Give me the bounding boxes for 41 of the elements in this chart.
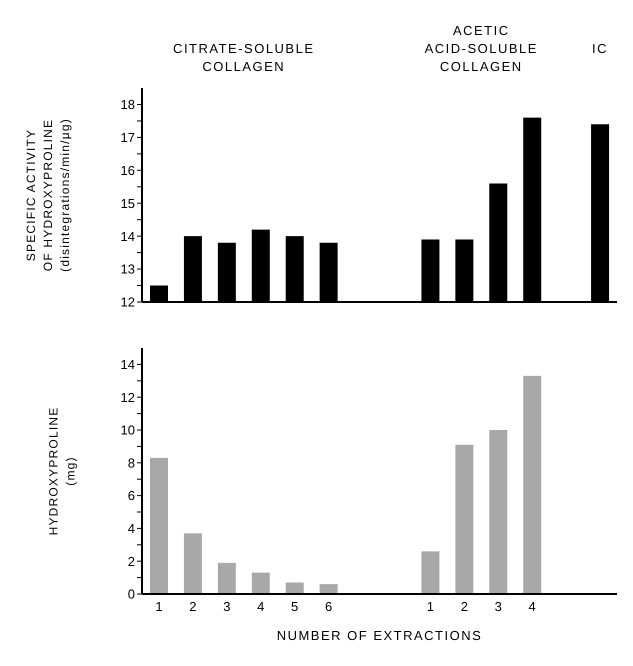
bar <box>218 562 236 594</box>
bar <box>523 376 542 594</box>
text: CITRATE-SOLUBLE COLLAGEN <box>173 40 315 76</box>
y-tick-label: 6 <box>128 488 135 504</box>
x-tick-label: 4 <box>257 599 264 614</box>
x-tick-label: 3 <box>494 599 502 614</box>
y-tick-label: 14 <box>120 228 135 244</box>
y-tick-label: 10 <box>120 422 135 438</box>
text: ACETIC ACID-SOLUBLE COLLAGEN <box>424 22 538 76</box>
x-tick-label: 2 <box>460 599 468 614</box>
y-tick-label: 16 <box>120 162 135 178</box>
y-tick-label: 17 <box>120 130 135 145</box>
x-tick-label: 2 <box>189 599 197 614</box>
bar <box>184 533 202 594</box>
bar <box>320 584 338 594</box>
x-tick-label: 5 <box>291 599 298 614</box>
y-tick-label: 12 <box>120 294 135 310</box>
y-tick-label: 2 <box>128 554 135 569</box>
x-tick-label: 6 <box>324 599 332 614</box>
bar <box>286 582 304 594</box>
text: IC <box>592 40 608 58</box>
bar <box>489 430 508 594</box>
x-tick-label: 4 <box>528 599 536 614</box>
bar <box>150 458 168 594</box>
y-tick-label: 4 <box>128 521 135 536</box>
y-axis-title: SPECIFIC ACTIVITY OF HYDROXYPROLINE (disintegrations/min/μg) <box>24 118 72 272</box>
x-axis-title: NUMBER OF EXTRACTIONS <box>276 628 482 643</box>
y-tick-label: 14 <box>120 357 135 372</box>
bar <box>455 444 474 594</box>
x-tick-label: 1 <box>155 599 163 614</box>
y-tick-label: 0 <box>128 586 135 602</box>
x-tick-label: 3 <box>223 599 230 614</box>
x-tick-label: 1 <box>426 599 434 614</box>
bar <box>252 572 270 594</box>
y-tick-label: 12 <box>120 390 135 405</box>
y-tick-label: 13 <box>120 262 135 277</box>
bar <box>421 551 440 594</box>
y-tick-label: 18 <box>120 97 135 112</box>
y-tick-label: 8 <box>128 455 135 470</box>
y-axis-title: HYDROXYPROLINE (mg) <box>46 406 78 536</box>
y-tick-label: 15 <box>120 196 135 211</box>
